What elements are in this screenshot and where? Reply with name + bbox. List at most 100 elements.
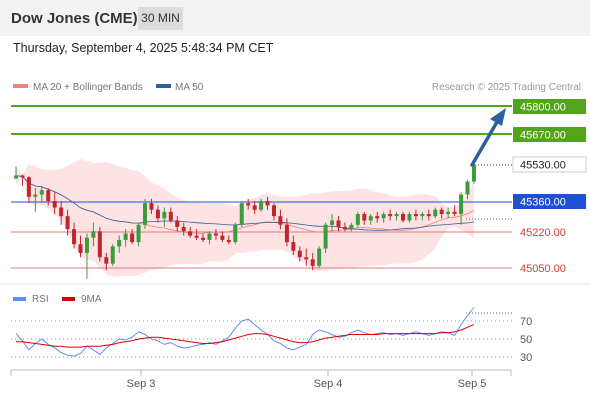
candle-body	[59, 207, 64, 217]
candle-body	[52, 201, 57, 208]
candle-body	[368, 216, 373, 221]
rsi-label-70: 70	[520, 316, 532, 328]
candle-body	[439, 209, 444, 214]
candle-body	[265, 201, 270, 206]
candle-body	[117, 239, 122, 247]
candle-body	[317, 248, 322, 266]
candle-body	[123, 233, 128, 240]
candle-body	[130, 233, 135, 243]
candle-body	[291, 242, 296, 251]
candle-body	[420, 214, 425, 217]
candle-body	[259, 201, 264, 210]
ma20-legend-label: MA 20 + Bollinger Bands	[33, 82, 143, 93]
candle-body	[33, 194, 38, 197]
price-label-45050: 45050.00	[520, 263, 566, 275]
candle-body	[323, 224, 328, 249]
rsi-line	[15, 307, 475, 357]
candle-body	[413, 214, 418, 217]
candle-body	[349, 224, 354, 230]
price-label-box-current	[512, 156, 587, 173]
price-label-box-45360	[513, 194, 586, 209]
candle-body	[336, 220, 341, 227]
rsi-legend-label: RSI	[32, 294, 49, 305]
rsi-ma-legend-label: 9MA	[81, 294, 102, 305]
candle-body	[239, 203, 244, 225]
candlestick-series	[14, 164, 476, 279]
candle-body	[20, 175, 25, 178]
rsi-ma-line	[16, 324, 475, 348]
candle-body	[162, 211, 167, 219]
candle-body	[201, 237, 206, 240]
candle-body	[330, 220, 335, 225]
price-label-45800: 45800.00	[520, 102, 566, 114]
candle-body	[388, 214, 393, 217]
price-label-box-45670	[513, 127, 586, 142]
candle-body	[342, 226, 347, 230]
candle-body	[46, 190, 51, 202]
candle-body	[465, 181, 470, 195]
candle-body	[194, 235, 199, 238]
candle-body	[297, 250, 302, 258]
candle-body	[310, 259, 315, 266]
ma50-line	[15, 175, 474, 231]
candle-body	[65, 216, 70, 230]
candle-body	[272, 205, 276, 217]
bollinger-band	[16, 159, 474, 277]
candle-body	[175, 220, 180, 227]
x-label-sep4: Sep 4	[314, 378, 343, 390]
candle-body	[426, 214, 431, 217]
candle-body	[394, 214, 399, 217]
candle-body	[168, 211, 173, 221]
price-label-45220: 45220.00	[520, 227, 566, 239]
candle-body	[220, 235, 225, 240]
candle-body	[207, 233, 212, 240]
rsi-legend-swatch	[13, 297, 26, 301]
candle-body	[446, 211, 451, 214]
price-label-45360: 45360.00	[520, 197, 566, 209]
rsi-label-50: 50	[520, 334, 532, 346]
price-label-45670: 45670.00	[520, 130, 566, 142]
candle-body	[213, 233, 218, 236]
candle-body	[91, 231, 96, 238]
candle-body	[110, 246, 115, 264]
instrument-title: Dow Jones (CME)	[11, 10, 138, 27]
candle-body	[355, 214, 360, 225]
candle-body	[104, 257, 109, 264]
candle-body	[381, 214, 386, 219]
rsi-ma-legend-swatch	[62, 297, 75, 301]
ma20-legend-swatch	[13, 84, 28, 88]
candle-body	[459, 194, 464, 214]
candle-body	[26, 177, 31, 197]
candle-body	[143, 203, 147, 225]
candle-body	[471, 164, 476, 182]
price-label-current: 45530.00	[520, 160, 566, 172]
candle-body	[375, 216, 380, 219]
candle-body	[84, 237, 89, 253]
x-label-sep5: Sep 5	[458, 378, 487, 390]
candle-body	[97, 231, 102, 258]
ma50-legend-swatch	[156, 84, 171, 88]
candle-body	[155, 209, 160, 219]
candle-body	[452, 211, 457, 214]
candle-body	[278, 216, 283, 225]
candle-body	[252, 205, 257, 210]
candle-body	[226, 239, 231, 243]
ma50-legend-label: MA 50	[175, 82, 204, 93]
candle-body	[78, 244, 83, 253]
candle-body	[136, 224, 141, 243]
x-label-sep3: Sep 3	[127, 378, 156, 390]
candle-body	[246, 203, 251, 206]
timeframe-selector[interactable]: 30 MIN	[138, 7, 183, 30]
projection-arrow	[470, 120, 499, 167]
chart-timestamp: Thursday, September 4, 2025 5:48:34 PM C…	[13, 41, 274, 55]
candle-body	[407, 214, 412, 221]
candle-body	[14, 175, 18, 179]
candle-body	[401, 214, 405, 221]
price-label-box-45800	[513, 99, 586, 114]
candle-body	[284, 224, 289, 243]
candle-body	[188, 231, 193, 236]
chart-header: Dow Jones (CME) 30 MIN	[0, 0, 590, 36]
projection-arrow-head	[490, 108, 506, 126]
candle-body	[149, 203, 154, 210]
